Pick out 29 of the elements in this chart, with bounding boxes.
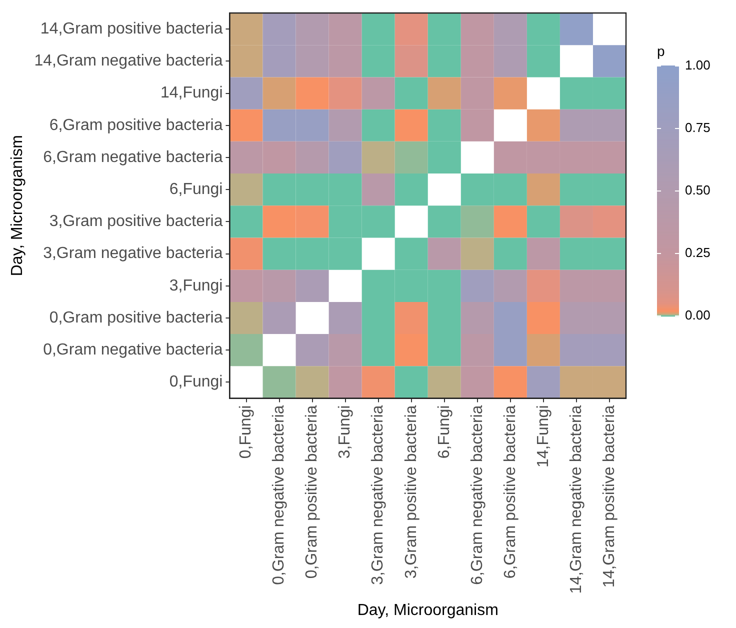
y-tick-label: 3,Gram negative bacteria <box>43 245 223 262</box>
x-axis-title: Day, Microorganism <box>357 602 498 619</box>
x-tick-label: 14,Fungi <box>534 405 552 468</box>
color-bar-label: 1.00 <box>685 58 710 73</box>
x-tick-label: 3,Gram negative bacteria <box>370 405 387 585</box>
y-tick-label: 0,Fungi <box>169 374 223 391</box>
color-bar-label: 0.00 <box>685 308 710 323</box>
x-tick-label: 6,Gram positive bacteria <box>502 405 519 579</box>
y-tick-label: 6,Gram positive bacteria <box>49 116 223 134</box>
color-bar-title: p <box>657 43 665 59</box>
y-tick-label: 14,Gram negative bacteria <box>34 52 223 70</box>
y-tick-label: 0,Gram positive bacteria <box>49 309 223 326</box>
y-tick-label: 6,Gram negative bacteria <box>43 148 223 166</box>
y-tick-label: 14,Gram positive bacteria <box>40 20 223 38</box>
x-tick-label: 14,Gram positive bacteria <box>600 405 618 588</box>
y-tick-label: 3,Fungi <box>169 277 223 294</box>
y-tick-label: 6,Fungi <box>169 180 223 198</box>
y-tick-label: 0,Gram negative bacteria <box>43 342 223 359</box>
color-bar-label: 0.50 <box>685 182 710 198</box>
y-axis-title: Day, Microorganism <box>9 135 26 276</box>
x-tick-label: 6,Gram negative bacteria <box>468 405 486 585</box>
y-tick-label: 3,Gram positive bacteria <box>49 213 223 230</box>
color-bar-label: 0.75 <box>685 120 710 136</box>
y-tick-label: 14,Fungi <box>160 84 223 102</box>
color-bar-label: 0.25 <box>685 245 710 260</box>
x-tick-label: 3,Gram positive bacteria <box>402 405 420 579</box>
x-tick-label: 3,Fungi <box>336 405 354 459</box>
x-tick-label: 14,Gram negative bacteria <box>568 405 585 594</box>
x-tick-label: 6,Fungi <box>436 405 453 459</box>
